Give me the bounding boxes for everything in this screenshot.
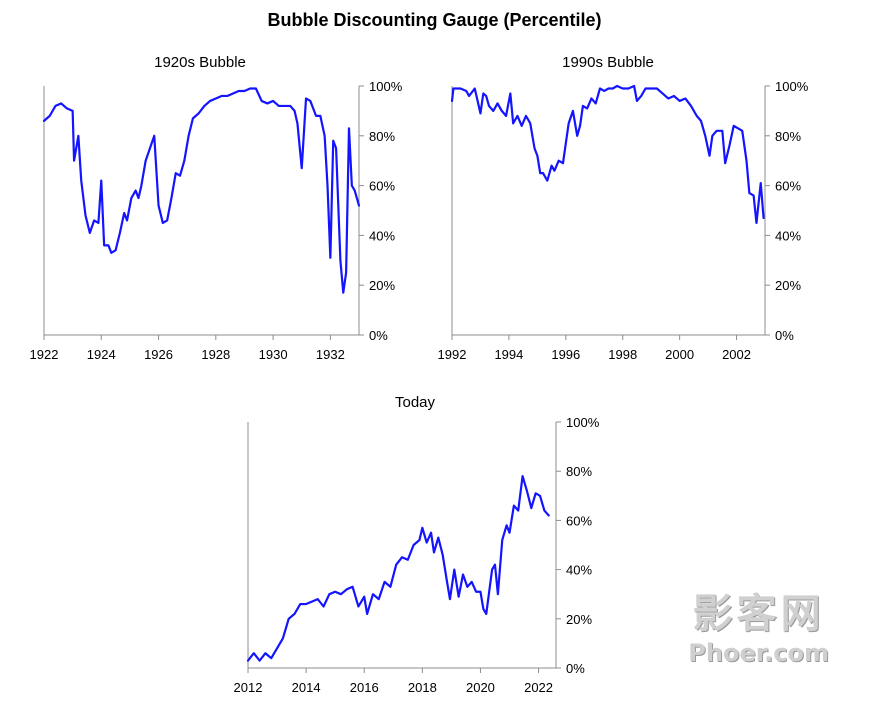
x-tick-label: 1930: [259, 347, 288, 362]
x-tick-label: 2012: [234, 680, 263, 695]
y-tick-label: 100%: [566, 415, 600, 430]
y-tick-label: 20%: [369, 278, 395, 293]
x-tick-label: 1992: [438, 347, 467, 362]
y-tick-label: 100%: [369, 79, 403, 94]
chart-title: Bubble Discounting Gauge (Percentile): [267, 10, 602, 30]
y-tick-label: 40%: [369, 228, 395, 243]
y-tick-label: 20%: [775, 278, 801, 293]
panel-title-today: Today: [395, 394, 436, 411]
x-tick-label: 1924: [87, 347, 116, 362]
x-tick-label: 1932: [316, 347, 345, 362]
y-tick-label: 40%: [775, 228, 801, 243]
y-tick-label: 40%: [566, 563, 592, 578]
x-tick-label: 2022: [524, 680, 553, 695]
x-tick-label: 2002: [722, 347, 751, 362]
y-tick-label: 80%: [369, 129, 395, 144]
x-tick-label: 1998: [608, 347, 637, 362]
x-tick-label: 1996: [551, 347, 580, 362]
x-tick-label: 1922: [30, 347, 59, 362]
series-line-today: [246, 475, 550, 662]
y-tick-label: 0%: [369, 328, 388, 343]
y-tick-label: 100%: [775, 79, 809, 94]
x-tick-label: 2016: [350, 680, 379, 695]
y-tick-label: 60%: [566, 513, 592, 528]
panel-title-1920s: 1920s Bubble: [154, 54, 246, 71]
panel-title-1990s: 1990s Bubble: [562, 54, 654, 71]
y-tick-label: 80%: [775, 129, 801, 144]
y-tick-label: 60%: [775, 179, 801, 194]
series-line-1990s: [450, 84, 765, 225]
x-tick-label: 2018: [408, 680, 437, 695]
series-line-1920s: [42, 87, 361, 294]
watermark-cn: 影客网: [692, 591, 825, 637]
y-tick-label: 60%: [369, 179, 395, 194]
y-tick-label: 20%: [566, 612, 592, 627]
x-tick-label: 2000: [665, 347, 694, 362]
x-tick-label: 2014: [292, 680, 321, 695]
y-tick-label: 0%: [775, 328, 794, 343]
y-tick-label: 80%: [566, 464, 592, 479]
x-tick-label: 1926: [144, 347, 173, 362]
y-tick-label: 0%: [566, 661, 585, 676]
watermark-en: Phoer.com: [688, 639, 829, 667]
x-tick-label: 2020: [466, 680, 495, 695]
x-tick-label: 1928: [201, 347, 230, 362]
watermark: 影客网 Phoer.com: [688, 581, 829, 667]
x-tick-label: 1994: [494, 347, 523, 362]
